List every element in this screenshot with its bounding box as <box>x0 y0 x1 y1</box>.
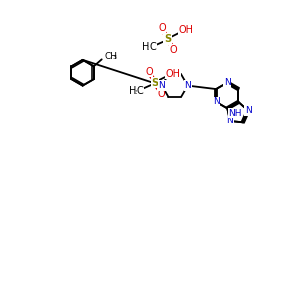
Text: 3: 3 <box>135 90 139 95</box>
Text: 3: 3 <box>112 56 116 60</box>
Text: H: H <box>142 42 150 52</box>
Text: N: N <box>226 116 233 125</box>
Text: N: N <box>184 81 191 90</box>
Text: H: H <box>130 85 137 96</box>
Text: OH: OH <box>165 69 180 79</box>
Text: N: N <box>158 81 165 90</box>
Text: CH: CH <box>105 52 118 61</box>
Text: N: N <box>244 106 251 115</box>
Text: C: C <box>150 42 156 52</box>
Text: S: S <box>164 34 171 44</box>
Text: O: O <box>158 23 166 33</box>
Text: O: O <box>157 88 165 98</box>
Text: O: O <box>145 67 153 77</box>
Text: S: S <box>152 78 158 88</box>
Text: 3: 3 <box>148 46 152 51</box>
Text: N: N <box>224 78 231 87</box>
Text: OH: OH <box>178 25 193 35</box>
Text: O: O <box>170 45 178 55</box>
Text: NH: NH <box>228 109 242 118</box>
Text: N: N <box>213 98 220 106</box>
Text: C: C <box>137 85 143 96</box>
